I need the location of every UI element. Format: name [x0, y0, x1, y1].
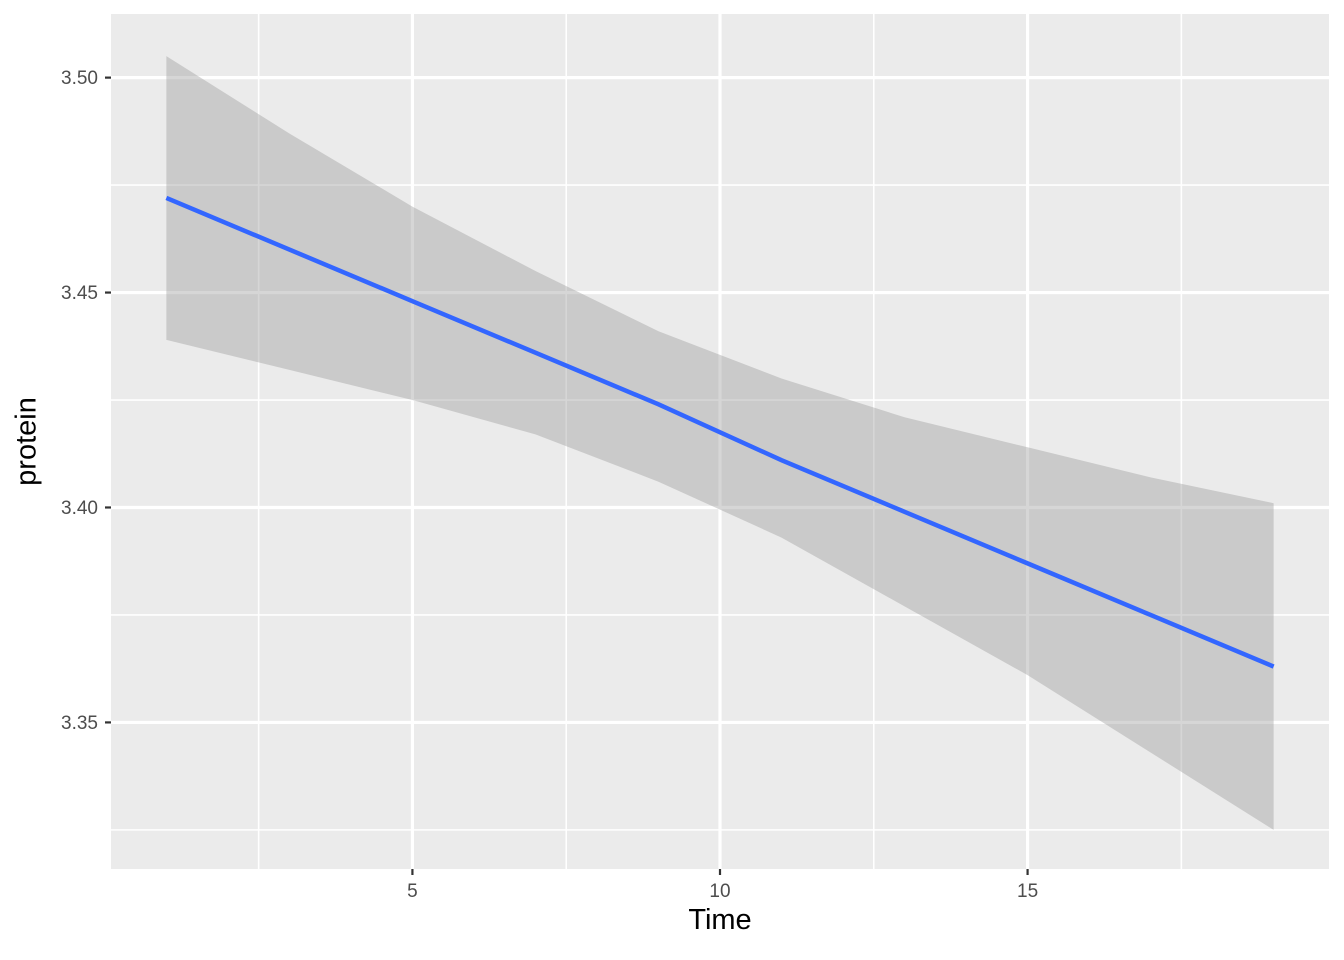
axis-ticks [105, 76, 1029, 875]
grid-major [111, 14, 1329, 869]
x-axis-title: Time [688, 904, 752, 936]
y-tick-label: 3.35 [61, 713, 98, 734]
y-axis-title: protein [10, 397, 43, 486]
x-tick-label: 5 [407, 881, 418, 902]
x-tick-label: 10 [709, 881, 730, 902]
y-tick-label: 3.50 [61, 68, 98, 89]
confidence-ribbon [166, 56, 1274, 830]
x-tick-label: 15 [1017, 881, 1038, 902]
y-axis-labels: 3.35 3.40 3.45 3.50 [61, 68, 98, 734]
x-axis-labels: 5 10 15 [407, 881, 1038, 902]
regression-line [165, 195, 1275, 669]
y-tick-label: 3.45 [61, 283, 98, 304]
y-tick-label: 3.40 [61, 498, 98, 519]
